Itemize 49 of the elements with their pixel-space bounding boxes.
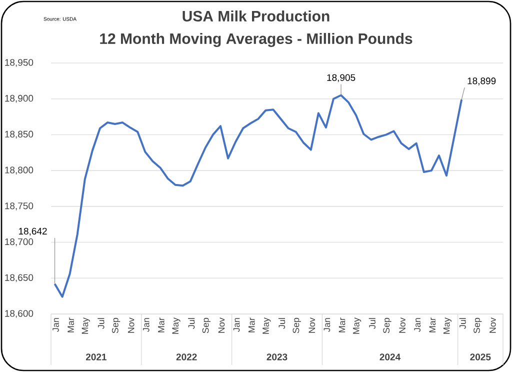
x-tick-label: Jul [98, 318, 104, 329]
y-tick-label: 18,600 [5, 310, 34, 318]
x-tick-label: May [353, 318, 362, 334]
x-tick-label: Mar [338, 318, 346, 332]
x-tick-label: Jan [324, 318, 330, 332]
x-tick-label: Sep [474, 318, 482, 334]
x-tick-label: Nov [399, 318, 406, 333]
x-tick-label: Mar [158, 318, 164, 332]
x-tick-label: Jul [368, 318, 376, 329]
x-tick-label: Nov [218, 318, 225, 333]
x-tick-label: Nov [308, 318, 316, 333]
x-tick-label: May [262, 318, 271, 334]
x-tick-label: Sep [383, 318, 392, 334]
x-tick-label: Sep [202, 318, 211, 334]
x-tick-label: Nov [128, 318, 134, 333]
y-tick-label: 18,850 [5, 130, 34, 139]
data-label: 18,905 [327, 74, 356, 82]
x-tick-label: Sep [292, 318, 301, 334]
chart-subtitle: 12 Month Moving Averages - Million Pounds [100, 32, 412, 48]
y-tick-label: 18,950 [5, 59, 34, 67]
chart-title: USA Milk Production [182, 10, 330, 22]
text: 2023 [266, 354, 288, 360]
y-tick-label: 18,800 [5, 166, 34, 174]
x-tick-label: Jan [52, 318, 59, 332]
x-tick-label: Jul [188, 318, 195, 329]
text: 2024 [380, 354, 401, 360]
x-tick-label: Mar [68, 318, 74, 332]
x-tick-label: Sep [112, 318, 120, 334]
x-tick-label: Mar [248, 318, 255, 332]
data-label: 18,899 [468, 78, 496, 86]
y-tick-label: 18,700 [5, 238, 34, 246]
x-tick-label: Mar [429, 318, 436, 332]
x-tick-label: May [82, 318, 90, 334]
x-tick-label: Nov [490, 318, 496, 333]
y-tick-label: 18,750 [5, 202, 34, 210]
text: 2025 [470, 354, 491, 360]
x-tick-label: May [172, 318, 180, 334]
x-tick-label: Jan [143, 318, 150, 332]
text: 2022 [176, 354, 197, 360]
data-label: 18,642 [18, 228, 47, 236]
text: 2021 [86, 354, 106, 360]
x-tick-label: May [443, 318, 452, 334]
x-tick-label: Jul [278, 318, 286, 329]
x-tick-label: Jul [459, 318, 466, 329]
x-tick-label: Jan [414, 318, 421, 332]
x-tick-label: Jan [233, 318, 240, 332]
y-tick-label: 18,900 [5, 94, 34, 103]
line-series [54, 94, 463, 298]
y-tick-label: 18,650 [5, 274, 34, 282]
